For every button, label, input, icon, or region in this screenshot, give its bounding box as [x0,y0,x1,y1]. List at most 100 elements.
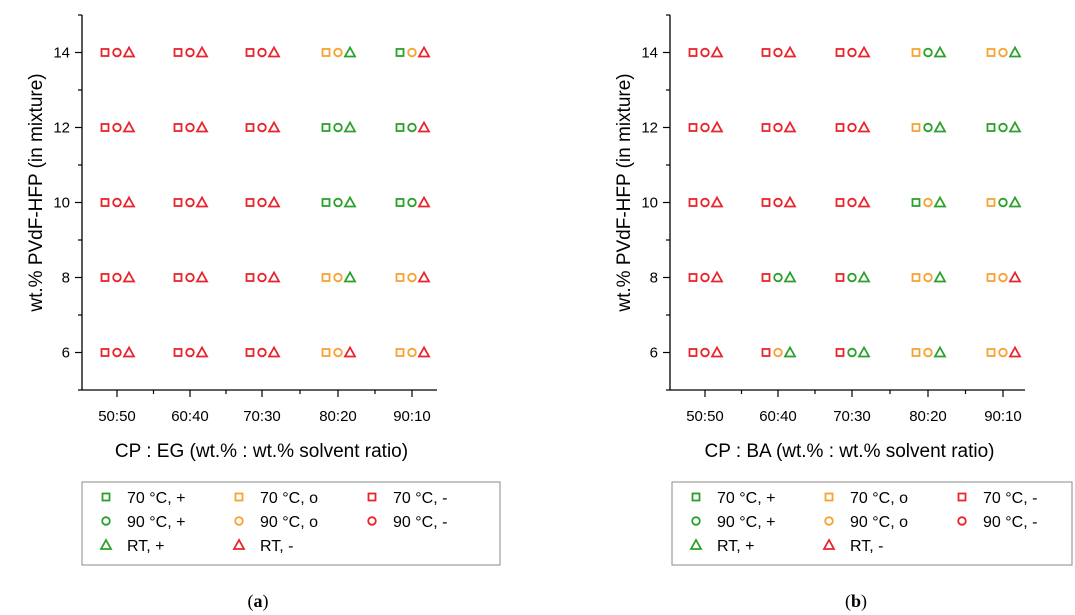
data-point-circle [923,122,933,133]
data-point-square [688,198,698,207]
legend-marker-circle [367,516,377,526]
data-point-square [100,198,110,207]
x-tick-label: 70:30 [833,408,871,425]
data-point-circle [773,272,783,283]
data-point-circle [998,272,1008,283]
data-point-square [688,48,698,57]
data-point-square [986,348,996,357]
data-point-triangle [343,45,357,58]
data-point-circle [998,347,1008,358]
legend-label: 70 °C, + [717,490,775,507]
legend-marker-circle [234,516,244,526]
data-point-square [100,123,110,132]
x-tick-label: 90:10 [393,408,431,425]
legend-marker-triangle [822,538,836,550]
data-point-triangle [783,345,797,358]
legend-marker-triangle [689,538,703,550]
data-point-triangle [1008,120,1022,133]
chart-panel-2: 6 8 10 12 14 50:50 60:40 70:30 80:20 90:10 CP : BA… [614,14,1073,612]
data-point-square [835,348,845,357]
data-point-triangle [343,195,357,208]
data-point-square [835,123,845,132]
data-point-triangle [933,195,947,208]
data-point-square [835,273,845,282]
data-point-circle [923,347,933,358]
data-point-square [986,198,996,207]
data-point-circle [923,197,933,208]
data-point-square [321,123,331,132]
data-point-circle [773,347,783,358]
data-point-circle [333,197,343,208]
data-point-triangle [343,270,357,283]
data-point-circle [333,347,343,358]
legend-marker-circle [101,516,111,526]
legend-label: 90 °C, o [850,514,908,531]
data-point-triangle [195,120,209,133]
data-point-triangle [343,120,357,133]
data-point-triangle [122,195,136,208]
data-point-circle [998,122,1008,133]
data-point-circle [112,272,122,283]
legend-marker-square [101,492,111,502]
chart-panel-1: 6 8 10 12 14 50:50 60:40 70:30 80:20 90:10 CP : EG… [26,14,501,612]
y-tick-label: 10 [53,195,70,212]
data-point-circle [923,47,933,58]
data-point-square [395,273,405,282]
data-point-circle [257,272,267,283]
data-point-triangle [267,45,281,58]
data-point-square [100,48,110,57]
data-point-square [321,198,331,207]
data-point-circle [257,347,267,358]
data-point-square [173,48,183,57]
legend-marker-square [234,492,244,502]
data-point-triangle [783,270,797,283]
data-point-triangle [857,195,871,208]
data-point-circle [847,347,857,358]
data-point-triangle [710,45,724,58]
panel-caption: (b) [845,591,867,612]
legend-marker-triangle [99,538,113,550]
data-point-square [911,123,921,132]
data-point-square [100,348,110,357]
x-tick-label: 60:40 [759,408,797,425]
data-point-square [395,198,405,207]
legend-label: 70 °C, o [260,490,318,507]
data-point-square [761,348,771,357]
legend-label: 90 °C, o [260,514,318,531]
data-point-triangle [933,345,947,358]
data-point-square [688,273,698,282]
data-point-triangle [1008,45,1022,58]
data-point-circle [333,47,343,58]
legend-box [671,481,1073,566]
y-tick-label: 12 [641,120,658,137]
data-point-triangle [710,345,724,358]
legend-marker-square [367,492,377,502]
legend-label: 90 °C, - [393,514,447,531]
x-tick-label: 50:50 [686,408,724,425]
data-point-circle [773,47,783,58]
data-point-square [173,273,183,282]
data-point-triangle [783,45,797,58]
data-point-square [245,198,255,207]
data-point-triangle [857,45,871,58]
legend-label: 70 °C, - [393,490,447,507]
data-point-circle [700,347,710,358]
legend-marker-square [957,492,967,502]
y-tick-label: 12 [53,120,70,137]
data-point-triangle [267,345,281,358]
data-point-square [986,48,996,57]
y-tick-label: 8 [650,270,658,287]
data-point-circle [257,122,267,133]
data-point-circle [407,197,417,208]
data-point-triangle [933,120,947,133]
data-point-triangle [417,270,431,283]
data-point-circle [112,197,122,208]
data-point-square [761,198,771,207]
data-point-circle [700,47,710,58]
data-point-triangle [267,195,281,208]
data-point-triangle [417,345,431,358]
data-point-circle [112,47,122,58]
data-point-circle [407,47,417,58]
